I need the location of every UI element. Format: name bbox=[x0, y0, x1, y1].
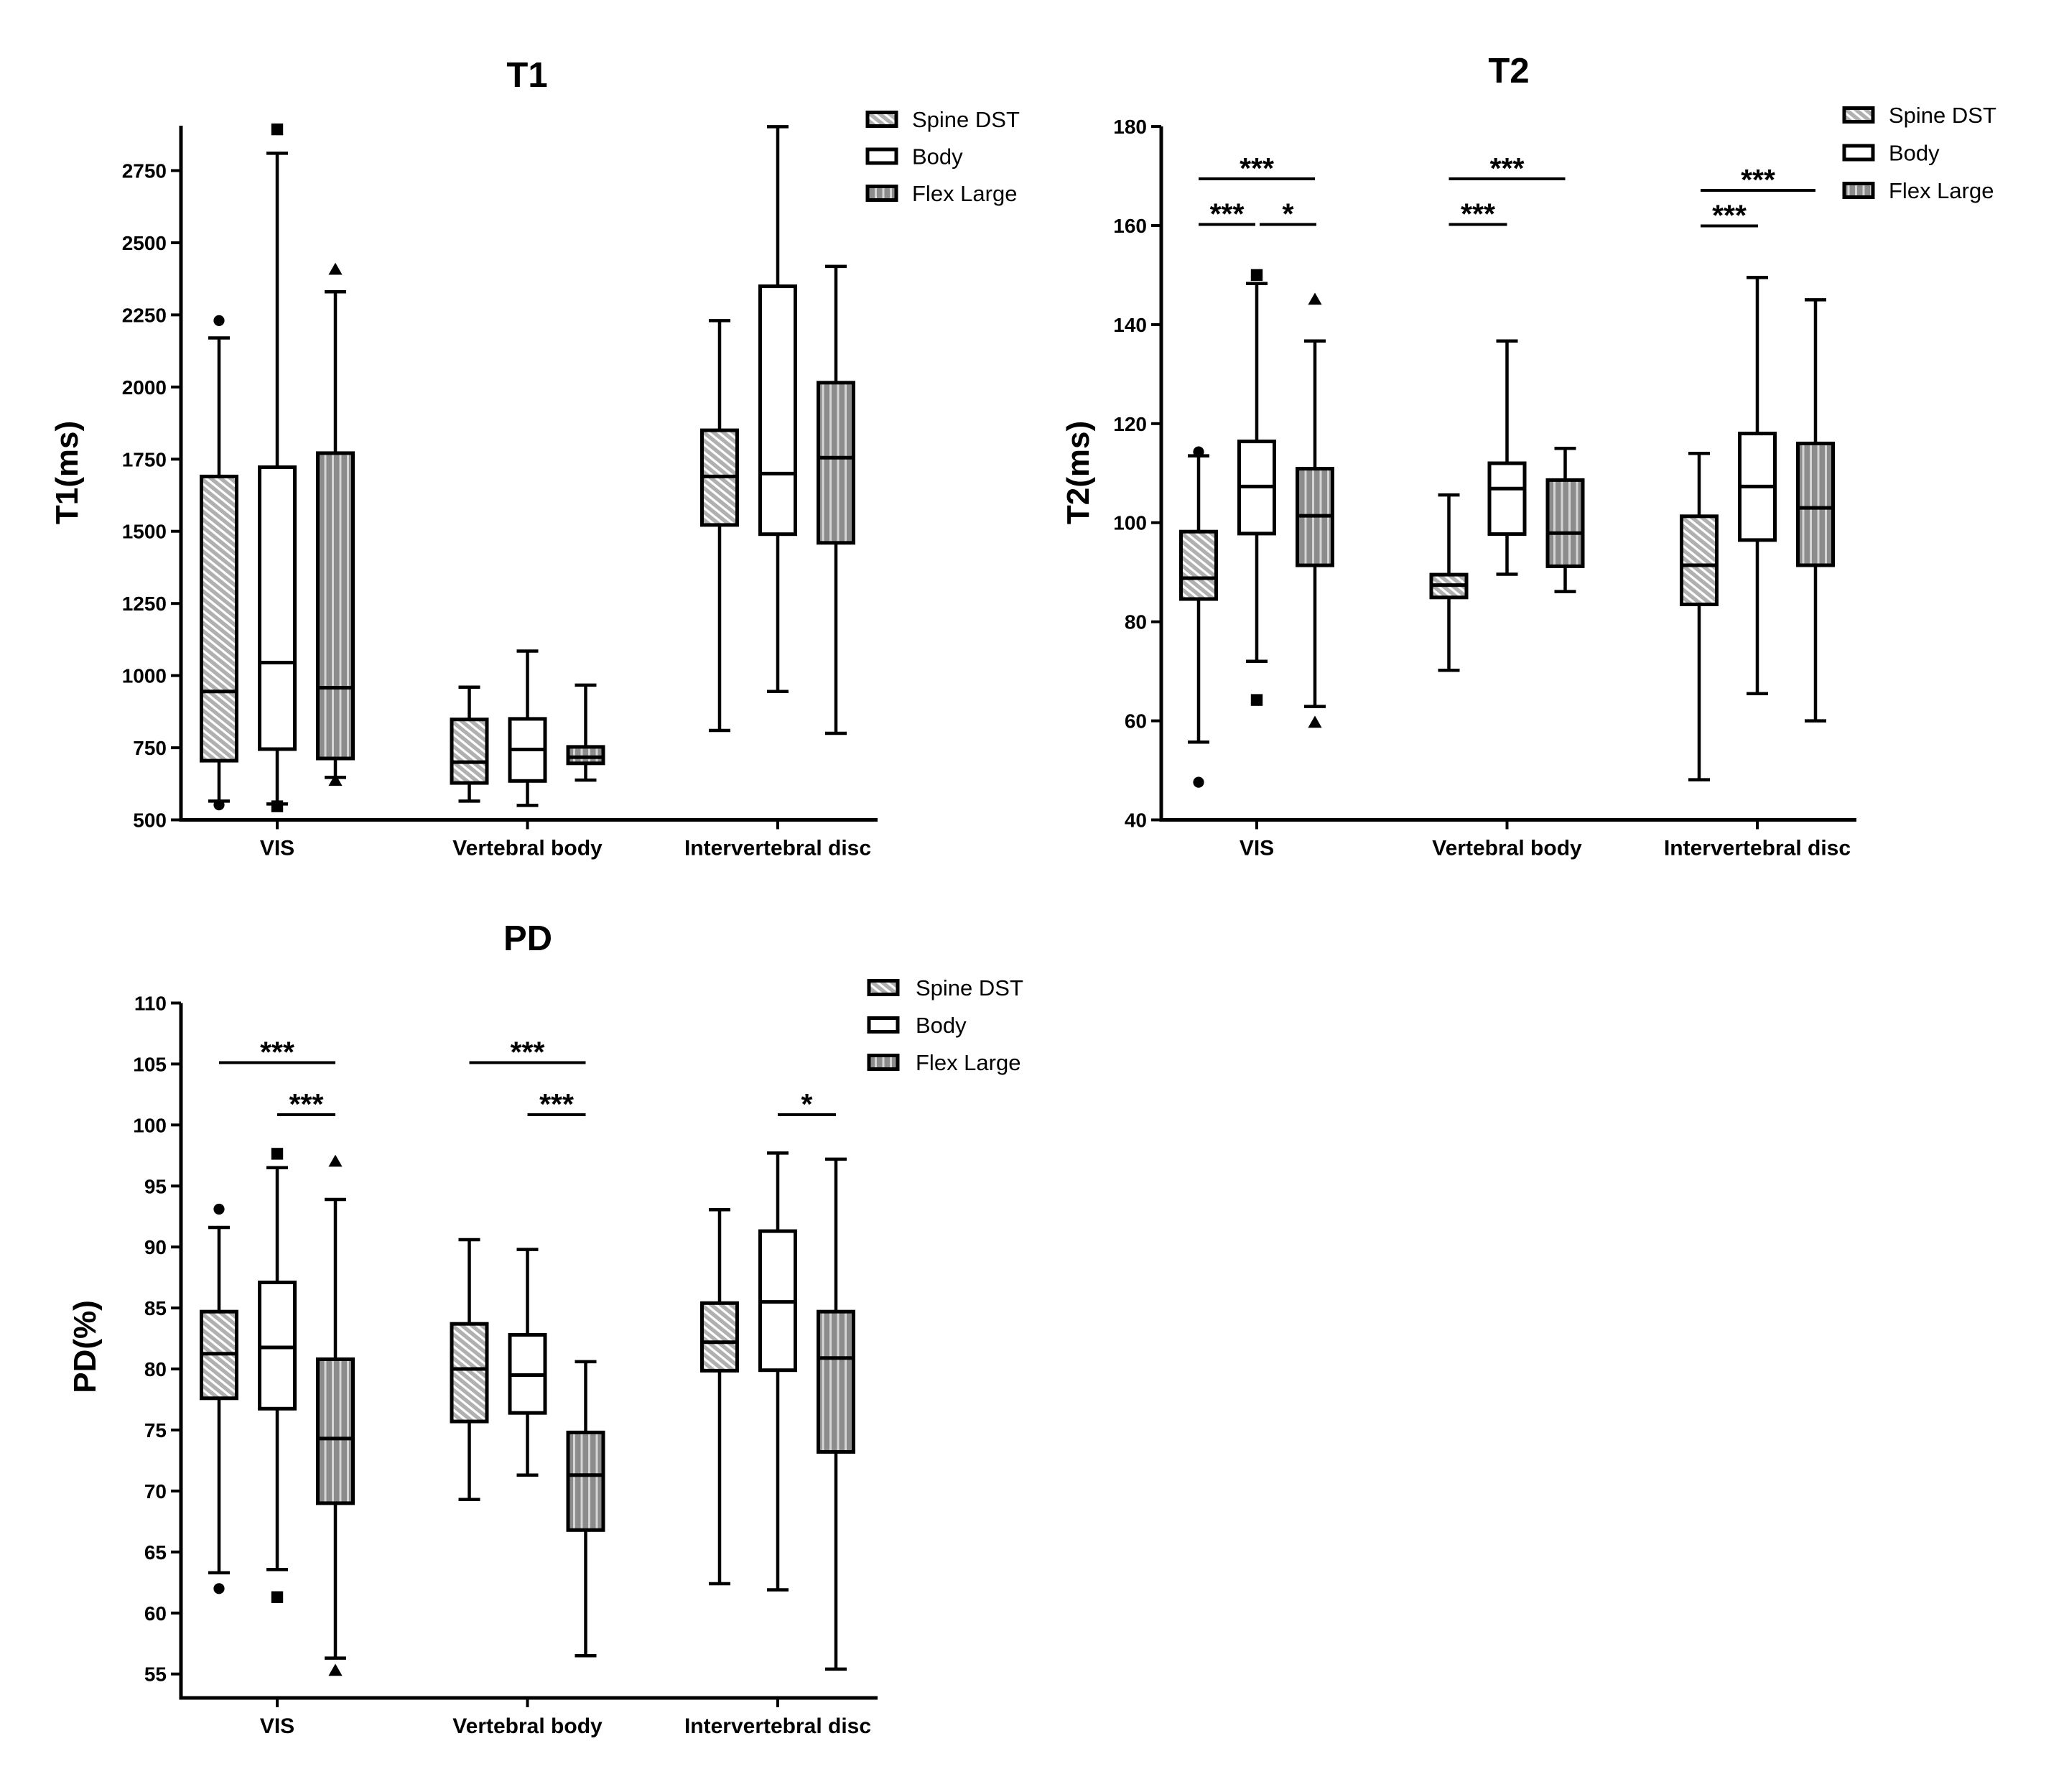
svg-text:Spine DST: Spine DST bbox=[916, 975, 1023, 1001]
svg-text:VIS: VIS bbox=[260, 1714, 294, 1738]
svg-text:Intervertebral disc: Intervertebral disc bbox=[1664, 837, 1851, 860]
svg-text:60: 60 bbox=[144, 1602, 167, 1625]
svg-text:70: 70 bbox=[144, 1480, 167, 1503]
svg-text:120: 120 bbox=[1113, 413, 1147, 435]
svg-text:Flex Large: Flex Large bbox=[916, 1050, 1020, 1075]
svg-text:VIS: VIS bbox=[1240, 837, 1274, 860]
svg-text:110: 110 bbox=[134, 993, 167, 1015]
svg-text:100: 100 bbox=[1113, 512, 1147, 534]
svg-text:***: *** bbox=[1210, 198, 1245, 231]
svg-text:***: *** bbox=[1741, 163, 1775, 196]
svg-text:2000: 2000 bbox=[122, 376, 167, 399]
svg-text:Spine DST: Spine DST bbox=[1889, 103, 1996, 128]
svg-text:Flex Large: Flex Large bbox=[912, 181, 1017, 206]
svg-text:***: *** bbox=[1240, 152, 1274, 185]
svg-text:Body: Body bbox=[916, 1013, 967, 1038]
svg-text:160: 160 bbox=[1113, 215, 1147, 237]
svg-text:*: * bbox=[801, 1087, 813, 1120]
svg-text:***: *** bbox=[1461, 198, 1495, 231]
svg-text:***: *** bbox=[1490, 152, 1525, 185]
svg-text:60: 60 bbox=[1125, 710, 1147, 733]
svg-text:Vertebral body: Vertebral body bbox=[452, 837, 603, 860]
svg-text:65: 65 bbox=[144, 1541, 167, 1564]
svg-text:180: 180 bbox=[1113, 116, 1147, 138]
svg-text:*: * bbox=[1283, 198, 1294, 231]
svg-text:Body: Body bbox=[1889, 141, 1940, 166]
svg-text:T1(ms): T1(ms) bbox=[50, 421, 85, 524]
svg-text:Intervertebral disc: Intervertebral disc bbox=[684, 1714, 871, 1738]
svg-text:***: *** bbox=[539, 1087, 574, 1120]
svg-text:Intervertebral disc: Intervertebral disc bbox=[684, 837, 871, 860]
svg-text:Flex Large: Flex Large bbox=[1889, 178, 1994, 203]
svg-text:***: *** bbox=[289, 1087, 324, 1120]
svg-text:85: 85 bbox=[144, 1297, 167, 1319]
svg-text:55: 55 bbox=[144, 1663, 167, 1686]
svg-text:PD(%): PD(%) bbox=[68, 1300, 103, 1393]
svg-text:95: 95 bbox=[144, 1175, 167, 1197]
svg-text:Body: Body bbox=[912, 144, 963, 170]
svg-text:T1: T1 bbox=[506, 56, 547, 95]
svg-text:1750: 1750 bbox=[122, 448, 167, 470]
svg-text:90: 90 bbox=[144, 1236, 167, 1258]
svg-text:1000: 1000 bbox=[122, 665, 167, 687]
svg-text:2750: 2750 bbox=[122, 160, 167, 182]
svg-text:80: 80 bbox=[1125, 611, 1147, 633]
svg-text:***: *** bbox=[260, 1036, 294, 1069]
svg-text:500: 500 bbox=[133, 809, 167, 832]
svg-text:2500: 2500 bbox=[122, 232, 167, 254]
svg-text:Vertebral body: Vertebral body bbox=[452, 1714, 603, 1738]
svg-text:80: 80 bbox=[144, 1358, 167, 1380]
svg-text:100: 100 bbox=[133, 1114, 167, 1136]
svg-text:105: 105 bbox=[133, 1053, 167, 1075]
svg-text:***: *** bbox=[511, 1036, 545, 1069]
svg-text:1500: 1500 bbox=[122, 521, 167, 543]
svg-text:Vertebral body: Vertebral body bbox=[1432, 837, 1582, 860]
svg-text:***: *** bbox=[1712, 199, 1747, 232]
svg-text:T2: T2 bbox=[1488, 52, 1529, 90]
svg-text:2250: 2250 bbox=[122, 304, 167, 326]
svg-text:140: 140 bbox=[1113, 314, 1147, 336]
svg-text:1250: 1250 bbox=[122, 593, 167, 615]
svg-text:PD: PD bbox=[503, 919, 552, 958]
svg-text:Spine DST: Spine DST bbox=[912, 107, 1020, 132]
svg-text:VIS: VIS bbox=[260, 837, 294, 860]
svg-text:75: 75 bbox=[144, 1419, 167, 1442]
svg-text:T2(ms): T2(ms) bbox=[1061, 421, 1096, 524]
svg-text:40: 40 bbox=[1125, 809, 1147, 832]
svg-text:750: 750 bbox=[133, 737, 167, 759]
